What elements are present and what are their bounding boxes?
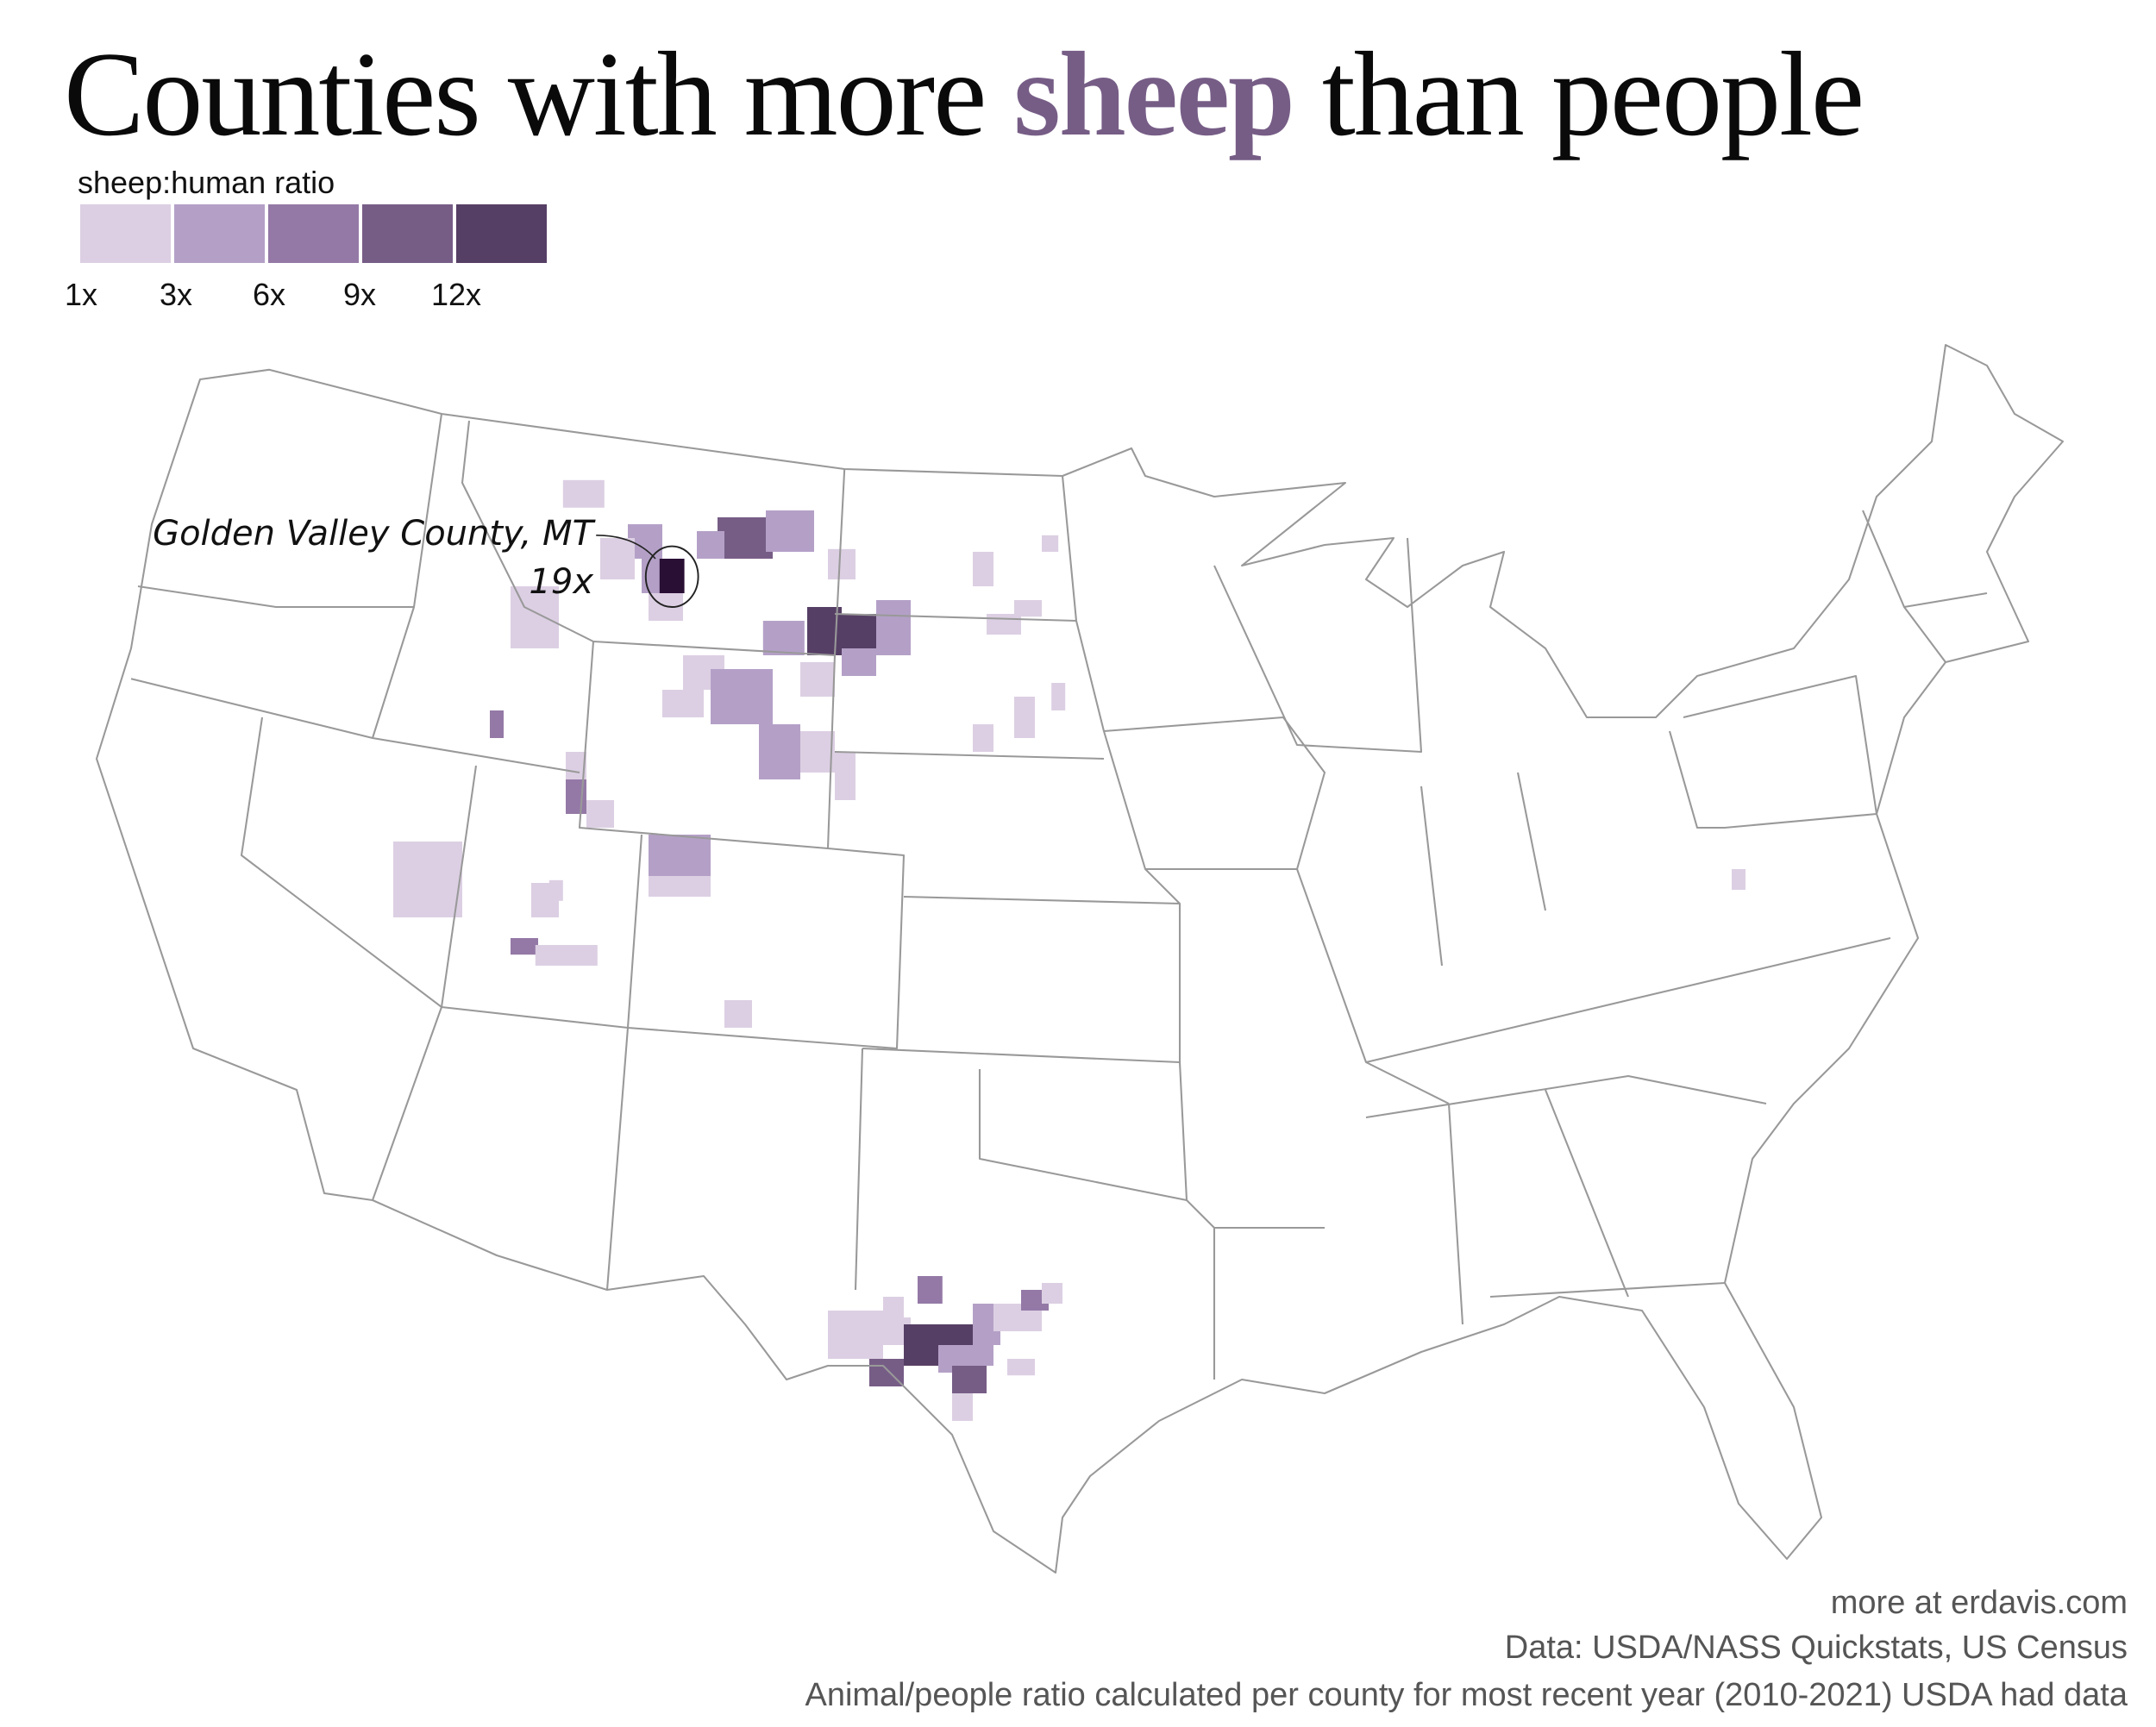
county-layer [393, 479, 1745, 1421]
county-shape [828, 548, 856, 579]
county-shape [759, 724, 800, 779]
county-shape [966, 1345, 993, 1366]
county-shape [835, 752, 856, 800]
legend-tick: 1x [65, 277, 98, 312]
county-shape [600, 538, 635, 579]
annotation-county-name: Golden Valley County, MT [153, 514, 596, 554]
legend-swatch-2 [174, 204, 265, 263]
county-shape [883, 1297, 904, 1317]
county-shape [1732, 869, 1745, 890]
county-shape [649, 876, 711, 897]
county-shape [987, 614, 1021, 635]
county-shape [828, 1311, 883, 1359]
county-shape [876, 600, 911, 655]
county-shape [800, 731, 835, 773]
annotation: Golden Valley County, MT 19x [153, 514, 699, 608]
county-shape [1014, 600, 1042, 617]
legend-swatch-1 [80, 204, 171, 263]
county-shape [548, 879, 563, 901]
county-shape [800, 662, 835, 697]
state-borders [95, 343, 2065, 1574]
legend-swatch-3 [268, 204, 359, 263]
legend-swatch-5 [456, 204, 547, 263]
legend-tick: 6x [253, 277, 286, 312]
county-shape [662, 690, 704, 717]
county-shape [586, 800, 614, 828]
county-shape [393, 842, 462, 917]
county-shape [649, 835, 711, 876]
chart-title: Counties with more sheep than people [64, 34, 1865, 155]
us-outline [95, 343, 2065, 1574]
title-text-end: than people [1293, 28, 1865, 161]
county-shape [1051, 683, 1066, 710]
legend-tick: 9x [343, 277, 377, 312]
county-shape [973, 724, 993, 752]
footer-source: Data: USDA/NASS Quickstats, US Census [1504, 1630, 2128, 1666]
county-golden-valley-mt [659, 559, 685, 593]
county-shape [952, 1366, 987, 1393]
county-shape [697, 531, 724, 559]
county-shape [1014, 697, 1035, 738]
county-shape [718, 517, 773, 559]
legend-tick: 3x [160, 277, 193, 312]
county-shape [1042, 535, 1059, 552]
county-shape [766, 510, 814, 552]
legend-swatch-4 [362, 204, 453, 263]
county-shape [842, 614, 876, 648]
county-shape [535, 945, 598, 966]
county-shape [642, 545, 662, 593]
county-shape [973, 552, 993, 586]
county-shape [724, 1000, 752, 1028]
county-shape [1007, 1359, 1035, 1376]
footer-site: more at erdavis.com [1830, 1585, 2128, 1621]
annotation-leader-line [596, 535, 656, 560]
county-shape [562, 479, 605, 508]
legend-title: sheep:human ratio [78, 165, 335, 200]
title-accent-word: sheep [1013, 28, 1294, 161]
county-shape [511, 938, 538, 955]
county-shape [490, 710, 504, 738]
county-shape [842, 648, 876, 676]
county-shape [762, 621, 805, 655]
county-shape [918, 1276, 943, 1304]
county-shape [1042, 1283, 1062, 1304]
annotation-ratio: 19x [529, 562, 593, 602]
footer-note: Animal/people ratio calculated per count… [805, 1677, 2128, 1713]
county-shape [952, 1393, 973, 1421]
legend-tick: 12x [431, 277, 482, 312]
annotation-circle [644, 545, 699, 608]
title-text: Counties with more [64, 28, 1014, 161]
county-shape [711, 669, 773, 724]
